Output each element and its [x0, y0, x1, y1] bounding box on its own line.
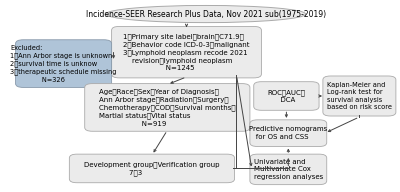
- Text: ROC，AUC，
      DCA: ROC，AUC， DCA: [267, 89, 305, 103]
- FancyBboxPatch shape: [250, 120, 327, 146]
- Text: Predictive nomograms
   for OS and CSS: Predictive nomograms for OS and CSS: [249, 126, 328, 140]
- Ellipse shape: [106, 5, 306, 23]
- Text: Incidence-SEER Research Plus Data, Nov 2021 sub(1975-2019): Incidence-SEER Research Plus Data, Nov 2…: [86, 10, 326, 19]
- FancyBboxPatch shape: [112, 26, 262, 78]
- Text: Univariate and
Multivariate Cox
regression analyses: Univariate and Multivariate Cox regressi…: [254, 159, 323, 180]
- FancyBboxPatch shape: [69, 154, 234, 183]
- FancyBboxPatch shape: [250, 154, 327, 185]
- FancyBboxPatch shape: [16, 40, 112, 87]
- Text: 1，Primary site label：brain（C71.9）
2，Behavior code ICD-0-3：malignant
3，Lymphoid n: 1，Primary site label：brain（C71.9） 2，Beha…: [123, 33, 250, 71]
- Text: Development group：Verification group
                    7：3: Development group：Verification group 7：3: [84, 161, 220, 176]
- FancyBboxPatch shape: [323, 76, 396, 116]
- Text: Kaplan-Meier and
Log-rank test for
survival analysis
based on risk score: Kaplan-Meier and Log-rank test for survi…: [327, 82, 392, 110]
- FancyBboxPatch shape: [85, 84, 250, 131]
- Text: Excluded:
1，Ann Arbor stage is unknown
2，survival time is unknow
3，therapeutic s: Excluded: 1，Ann Arbor stage is unknown 2…: [10, 45, 117, 83]
- Text: Age，Race，Sex，Year of Diagnosis，
Ann Arbor stage，Radiation，Surgery，
Chemotherapy，: Age，Race，Sex，Year of Diagnosis， Ann Arbo…: [99, 88, 236, 127]
- FancyBboxPatch shape: [254, 82, 319, 110]
